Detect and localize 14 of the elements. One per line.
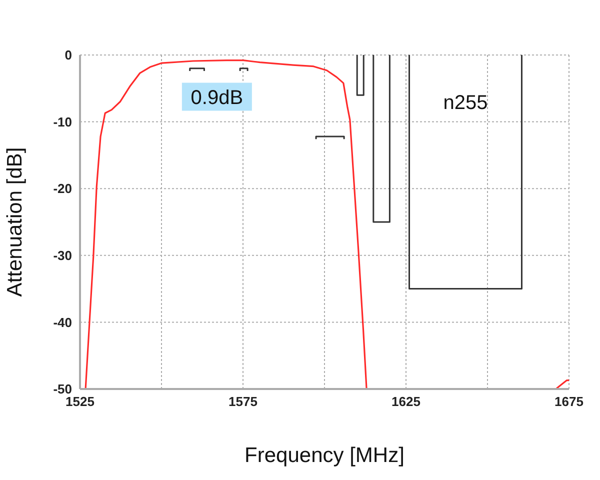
x-axis-title: Frequency [MHz] xyxy=(244,444,404,467)
x-tick-label: 1625 xyxy=(392,394,420,410)
y-tick-label: -20 xyxy=(53,181,72,196)
y-tick-label: -10 xyxy=(53,114,72,130)
y-axis-title: Attenuation [dB] xyxy=(3,147,26,297)
x-tick-label: 1575 xyxy=(228,394,258,410)
y-tick-label: -30 xyxy=(53,248,72,264)
annotation: 0.9dB xyxy=(190,86,244,109)
y-tick-label: -40 xyxy=(53,314,72,330)
x-tick-label: 1525 xyxy=(66,394,94,410)
y-tick-label: 0 xyxy=(64,48,72,63)
y-tick-label: -50 xyxy=(53,382,72,397)
series-label: n255 xyxy=(443,92,488,114)
x-tick-label: 1675 xyxy=(554,394,584,410)
